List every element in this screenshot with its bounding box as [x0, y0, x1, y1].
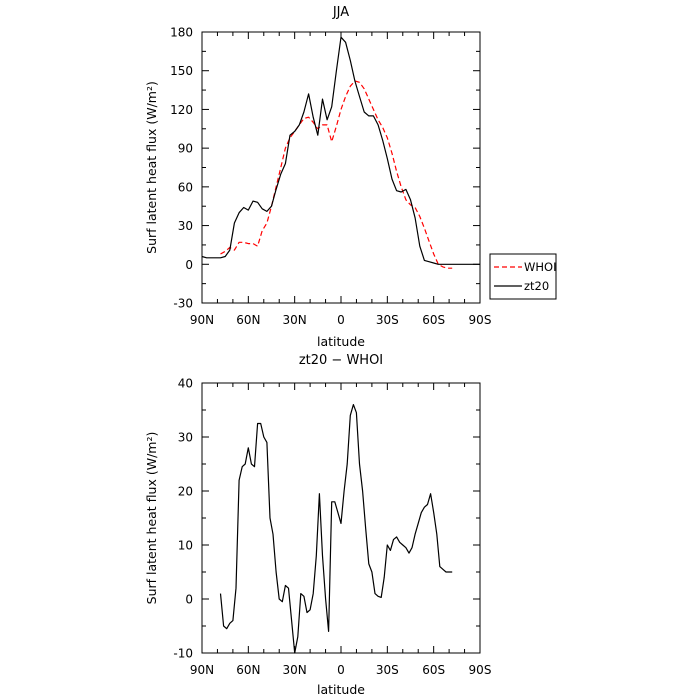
x-tick-label: 60N: [236, 663, 260, 677]
x-tick-label: 60S: [422, 313, 445, 327]
x-axis-label: latitude: [317, 682, 365, 697]
legend-box: [489, 253, 557, 300]
x-tick-label: 30N: [283, 663, 307, 677]
x-tick-label: 30S: [376, 313, 399, 327]
x-tick-label: 60N: [236, 313, 260, 327]
x-tick-label: 30S: [376, 663, 399, 677]
x-axis-label: latitude: [317, 334, 365, 349]
x-tick-label: 90S: [469, 313, 492, 327]
chart-title: JJA: [332, 5, 349, 20]
x-tick-label: 30N: [283, 313, 307, 327]
y-tick-label: -10: [173, 647, 193, 661]
y-tick-label: 90: [178, 142, 193, 156]
y-axis-label: Surf latent heat flux (W/m²): [144, 81, 159, 254]
y-tick-label: 60: [178, 180, 193, 194]
top-panel: 90N 60N 30N 0 30S 60S 90S -30 0 30 60 90 120 150 180 JJ…: [144, 5, 491, 349]
y-tick-label: 180: [170, 26, 193, 40]
legend: WHOI zt20: [489, 253, 557, 300]
x-tick-label: 60S: [422, 663, 445, 677]
y-tick-label: 40: [178, 377, 193, 391]
y-tick-label: 30: [178, 431, 193, 445]
series-line-whoi: [220, 80, 453, 269]
y-tick-label: 120: [170, 103, 193, 117]
x-tick-label: 90N: [190, 663, 214, 677]
y-axis-label: Surf latent heat flux (W/m²): [144, 432, 159, 605]
y-tick-label: 0: [185, 593, 193, 607]
legend-label: zt20: [524, 279, 549, 293]
y-tick-label: 20: [178, 485, 193, 499]
y-tick-label: 0: [185, 258, 193, 272]
series-line-difference: [219, 404, 453, 654]
x-tick-label: 0: [337, 313, 345, 327]
legend-label: WHOI: [524, 260, 556, 274]
y-tick-label: 10: [178, 539, 193, 553]
bottom-panel: 90N 60N 30N 0 30S 60S 90S -10 0 10 20 30 40 zt20 − WH…: [144, 353, 491, 697]
chart-title: zt20 − WHOI: [299, 353, 383, 368]
plot-frame: [201, 31, 481, 304]
series-line-zt20: [201, 36, 480, 265]
y-tick-label: 150: [170, 64, 193, 78]
y-tick-label: -30: [173, 297, 193, 311]
x-tick-label: 90S: [469, 663, 492, 677]
x-tick-label: 0: [337, 663, 345, 677]
y-tick-label: 30: [178, 219, 193, 233]
x-tick-label: 90N: [190, 313, 214, 327]
